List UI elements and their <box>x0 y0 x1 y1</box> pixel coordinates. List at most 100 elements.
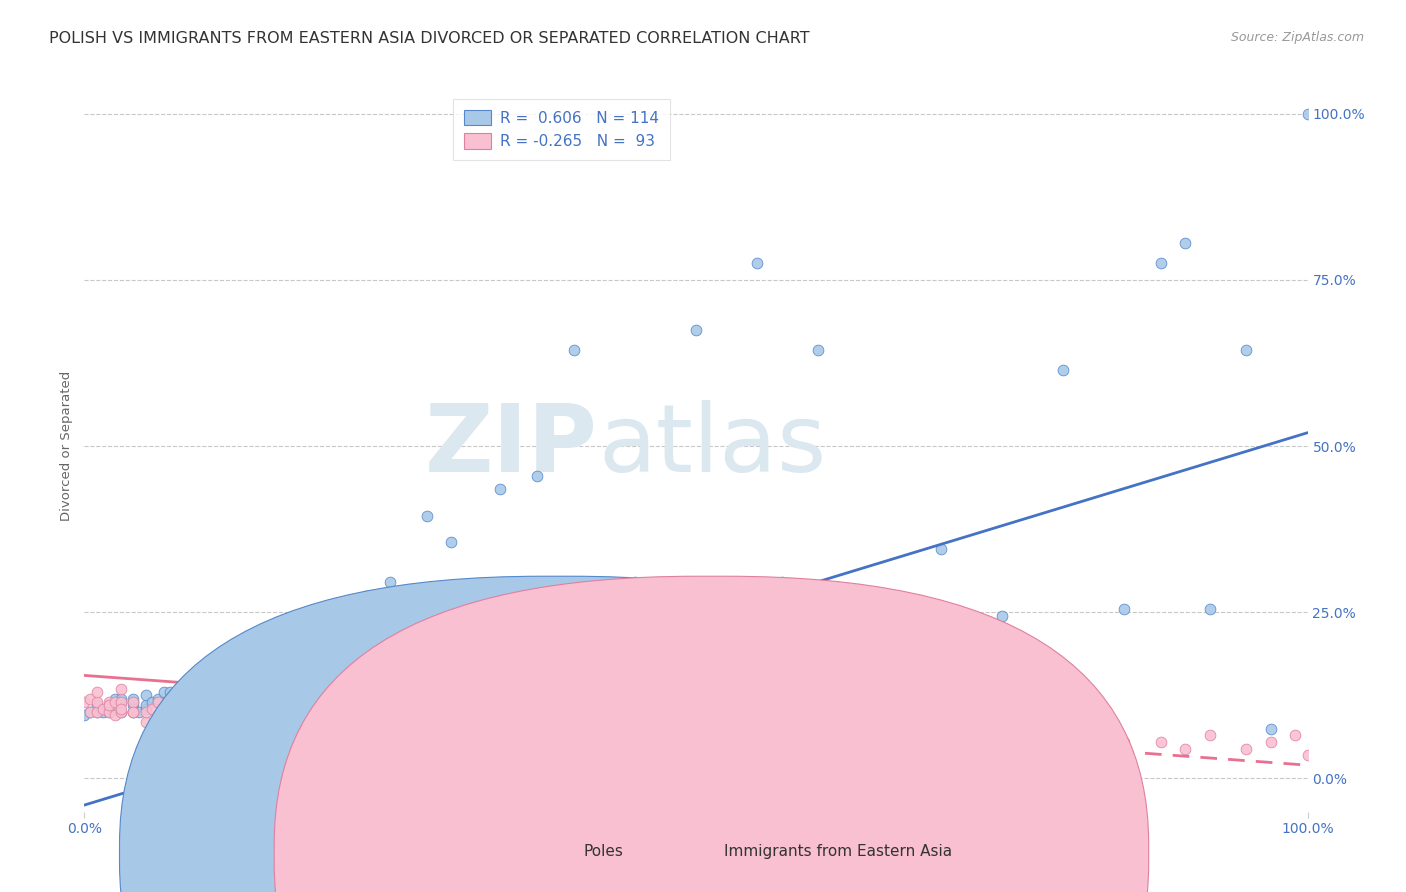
Point <box>1052 728 1074 742</box>
Point <box>624 701 647 715</box>
Point <box>991 608 1014 623</box>
Point <box>1236 343 1258 357</box>
Point <box>464 735 486 749</box>
Point <box>354 722 377 736</box>
Text: atlas: atlas <box>598 400 827 492</box>
Text: Immigrants from Eastern Asia: Immigrants from Eastern Asia <box>724 845 952 859</box>
Point <box>502 695 524 709</box>
Point <box>336 622 359 636</box>
Point <box>165 714 187 729</box>
Point <box>183 685 205 699</box>
Point <box>172 689 194 703</box>
Point <box>624 575 647 590</box>
Point <box>110 695 132 709</box>
Point <box>1296 748 1319 763</box>
Point <box>1260 722 1282 736</box>
Point <box>141 701 163 715</box>
Point <box>245 678 267 692</box>
Point <box>929 741 952 756</box>
Point <box>1150 256 1173 270</box>
Point <box>146 695 169 709</box>
Point <box>1114 602 1136 616</box>
Point <box>257 655 280 669</box>
Point <box>79 691 101 706</box>
Point <box>110 691 132 706</box>
Point <box>122 705 145 719</box>
Point <box>440 535 463 549</box>
Point <box>110 701 132 715</box>
Point <box>97 698 120 713</box>
Point <box>146 695 169 709</box>
Point <box>201 695 224 709</box>
Point <box>172 678 194 692</box>
Point <box>305 628 328 642</box>
Text: Source: ZipAtlas.com: Source: ZipAtlas.com <box>1230 31 1364 45</box>
Point <box>905 695 928 709</box>
Point <box>159 685 181 699</box>
Point <box>79 705 101 719</box>
Point <box>177 689 200 703</box>
Point <box>195 678 218 692</box>
Point <box>844 595 866 609</box>
Point <box>172 722 194 736</box>
Point <box>232 672 254 686</box>
Point <box>208 714 231 729</box>
Point <box>281 641 304 656</box>
Point <box>79 705 101 719</box>
Text: ZIP: ZIP <box>425 400 598 492</box>
Point <box>122 695 145 709</box>
Point <box>135 698 157 713</box>
Point <box>709 735 731 749</box>
Point <box>281 741 304 756</box>
Point <box>153 714 176 729</box>
Point <box>97 698 120 713</box>
Point <box>586 689 609 703</box>
Point <box>232 722 254 736</box>
Point <box>1198 602 1220 616</box>
Point <box>586 602 609 616</box>
Point <box>648 641 671 656</box>
Point <box>183 714 205 729</box>
Point <box>1028 735 1050 749</box>
Point <box>1052 362 1074 376</box>
Point <box>709 608 731 623</box>
Point <box>195 722 218 736</box>
Point <box>257 722 280 736</box>
Point <box>122 705 145 719</box>
Point <box>1174 741 1197 756</box>
Point <box>269 655 291 669</box>
Point <box>869 728 891 742</box>
Point <box>1174 236 1197 251</box>
Point <box>86 705 108 719</box>
Point <box>195 668 218 682</box>
Point <box>489 482 512 496</box>
Point <box>245 708 267 723</box>
Point <box>97 705 120 719</box>
Point <box>91 701 114 715</box>
Point <box>91 705 114 719</box>
Point <box>219 681 242 696</box>
Point <box>477 708 499 723</box>
Point <box>281 662 304 676</box>
Point <box>159 691 181 706</box>
Point <box>477 628 499 642</box>
Point <box>269 635 291 649</box>
Point <box>807 708 830 723</box>
Point <box>294 635 316 649</box>
Point <box>404 608 426 623</box>
Point <box>104 708 127 723</box>
Point <box>122 691 145 706</box>
Text: POLISH VS IMMIGRANTS FROM EASTERN ASIA DIVORCED OR SEPARATED CORRELATION CHART: POLISH VS IMMIGRANTS FROM EASTERN ASIA D… <box>49 31 810 46</box>
Point <box>159 708 181 723</box>
Point <box>330 628 353 642</box>
Point <box>219 708 242 723</box>
Point <box>526 469 548 483</box>
Point <box>305 741 328 756</box>
Point <box>869 615 891 630</box>
Point <box>159 722 181 736</box>
Point <box>526 708 548 723</box>
Point <box>929 542 952 557</box>
Point <box>502 608 524 623</box>
Point <box>440 681 463 696</box>
Point <box>1236 741 1258 756</box>
